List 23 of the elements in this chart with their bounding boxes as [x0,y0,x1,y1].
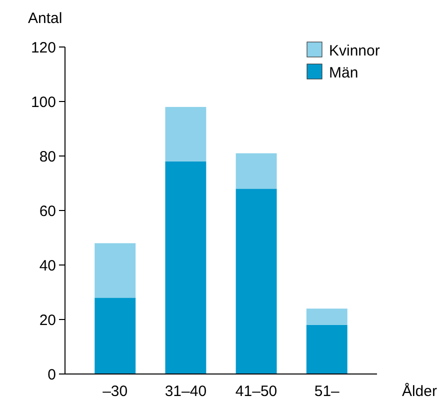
y-tick-label: 20 [39,312,56,329]
x-axis-title: Ålder [402,382,437,400]
bar [236,153,277,189]
y-tick-label: 80 [39,148,56,166]
y-tick-label: 0 [48,366,56,384]
x-tick-label: –30 [102,383,128,400]
bar [306,324,348,374]
y-axis-title: Antal [28,10,62,27]
bar [165,106,206,162]
y-tick-label: 60 [39,202,56,220]
bar [94,243,136,298]
legend-label: Män [329,64,358,82]
bar [165,161,206,374]
x-tick-label: 41–50 [235,383,278,400]
y-tick-label: 40 [39,257,56,274]
bar [236,188,277,374]
bar [306,308,348,325]
x-tick-label: 51– [314,383,340,400]
legend-label: Kvinnor [329,42,380,60]
bar [94,298,136,374]
x-tick-label: 31–40 [164,383,207,400]
y-tick-label: 100 [30,94,56,111]
y-tick-label: 120 [30,39,56,56]
